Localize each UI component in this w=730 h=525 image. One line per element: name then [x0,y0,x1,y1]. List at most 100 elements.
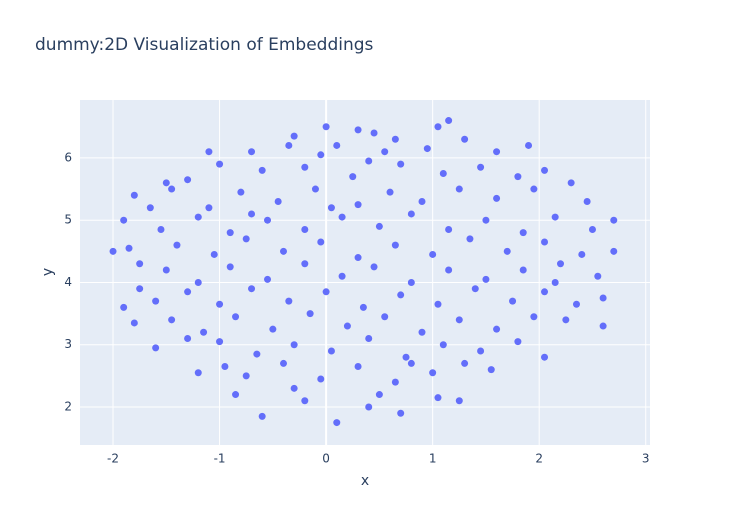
point [290,384,298,392]
point [477,347,485,355]
point [120,303,128,311]
point [168,316,176,324]
point [461,359,469,367]
point [445,117,453,125]
point [157,226,165,234]
point [136,285,144,293]
point [482,216,490,224]
point [429,250,437,258]
point [253,350,261,358]
point [482,275,490,283]
point [445,266,453,274]
point [370,263,378,271]
point [152,344,160,352]
point [594,272,602,280]
point [439,169,447,177]
x-tick-label: 3 [642,452,650,466]
point [311,185,319,193]
point [285,297,293,305]
point [322,288,330,296]
point [130,319,138,327]
point [200,328,208,336]
point [173,241,181,249]
point [455,397,463,405]
point [232,391,240,399]
point [226,229,234,237]
point [434,394,442,402]
point [349,173,357,181]
point [120,216,128,224]
point [279,247,287,255]
point [551,213,559,221]
point [290,341,298,349]
point [216,300,224,308]
point [562,316,570,324]
point [541,238,549,246]
point [301,226,309,234]
point [583,198,591,206]
point [407,210,415,218]
point [599,322,607,330]
point [541,288,549,296]
point [317,375,325,383]
point [327,347,335,355]
point [455,185,463,193]
point [130,191,138,199]
point [487,366,495,374]
point [365,403,373,411]
point [354,363,362,371]
point [162,179,170,187]
point [493,194,501,202]
point [514,173,522,181]
point [221,363,229,371]
point [216,338,224,346]
point [530,185,538,193]
point [397,291,405,299]
point [210,250,218,258]
point [514,338,522,346]
point [365,157,373,165]
point [248,148,256,156]
point [509,297,517,305]
point [279,359,287,367]
point [386,188,394,196]
point [333,141,341,149]
point [519,229,527,237]
point [136,260,144,268]
point [572,300,580,308]
point [375,222,383,230]
point [418,198,426,206]
point [391,241,399,249]
point [184,176,192,184]
point [146,204,154,212]
point [125,244,133,252]
point [359,303,367,311]
point [588,226,596,234]
point [423,145,431,153]
point [445,226,453,234]
point [578,250,586,258]
point [354,254,362,262]
point [317,151,325,159]
point [226,263,234,271]
y-tick-label: 4 [64,275,72,289]
point [317,238,325,246]
point [439,341,447,349]
chart-title: dummy:2D Visualization of Embeddings [35,35,374,55]
point [301,163,309,171]
point [471,285,479,293]
point [152,297,160,305]
point [530,313,538,321]
point [242,235,250,243]
point [503,247,511,255]
point [343,322,351,330]
point [205,204,213,212]
point [397,160,405,168]
point [274,198,282,206]
point [301,397,309,405]
point [168,185,176,193]
point [551,278,559,286]
x-tick-label: 1 [429,452,437,466]
point [216,160,224,168]
